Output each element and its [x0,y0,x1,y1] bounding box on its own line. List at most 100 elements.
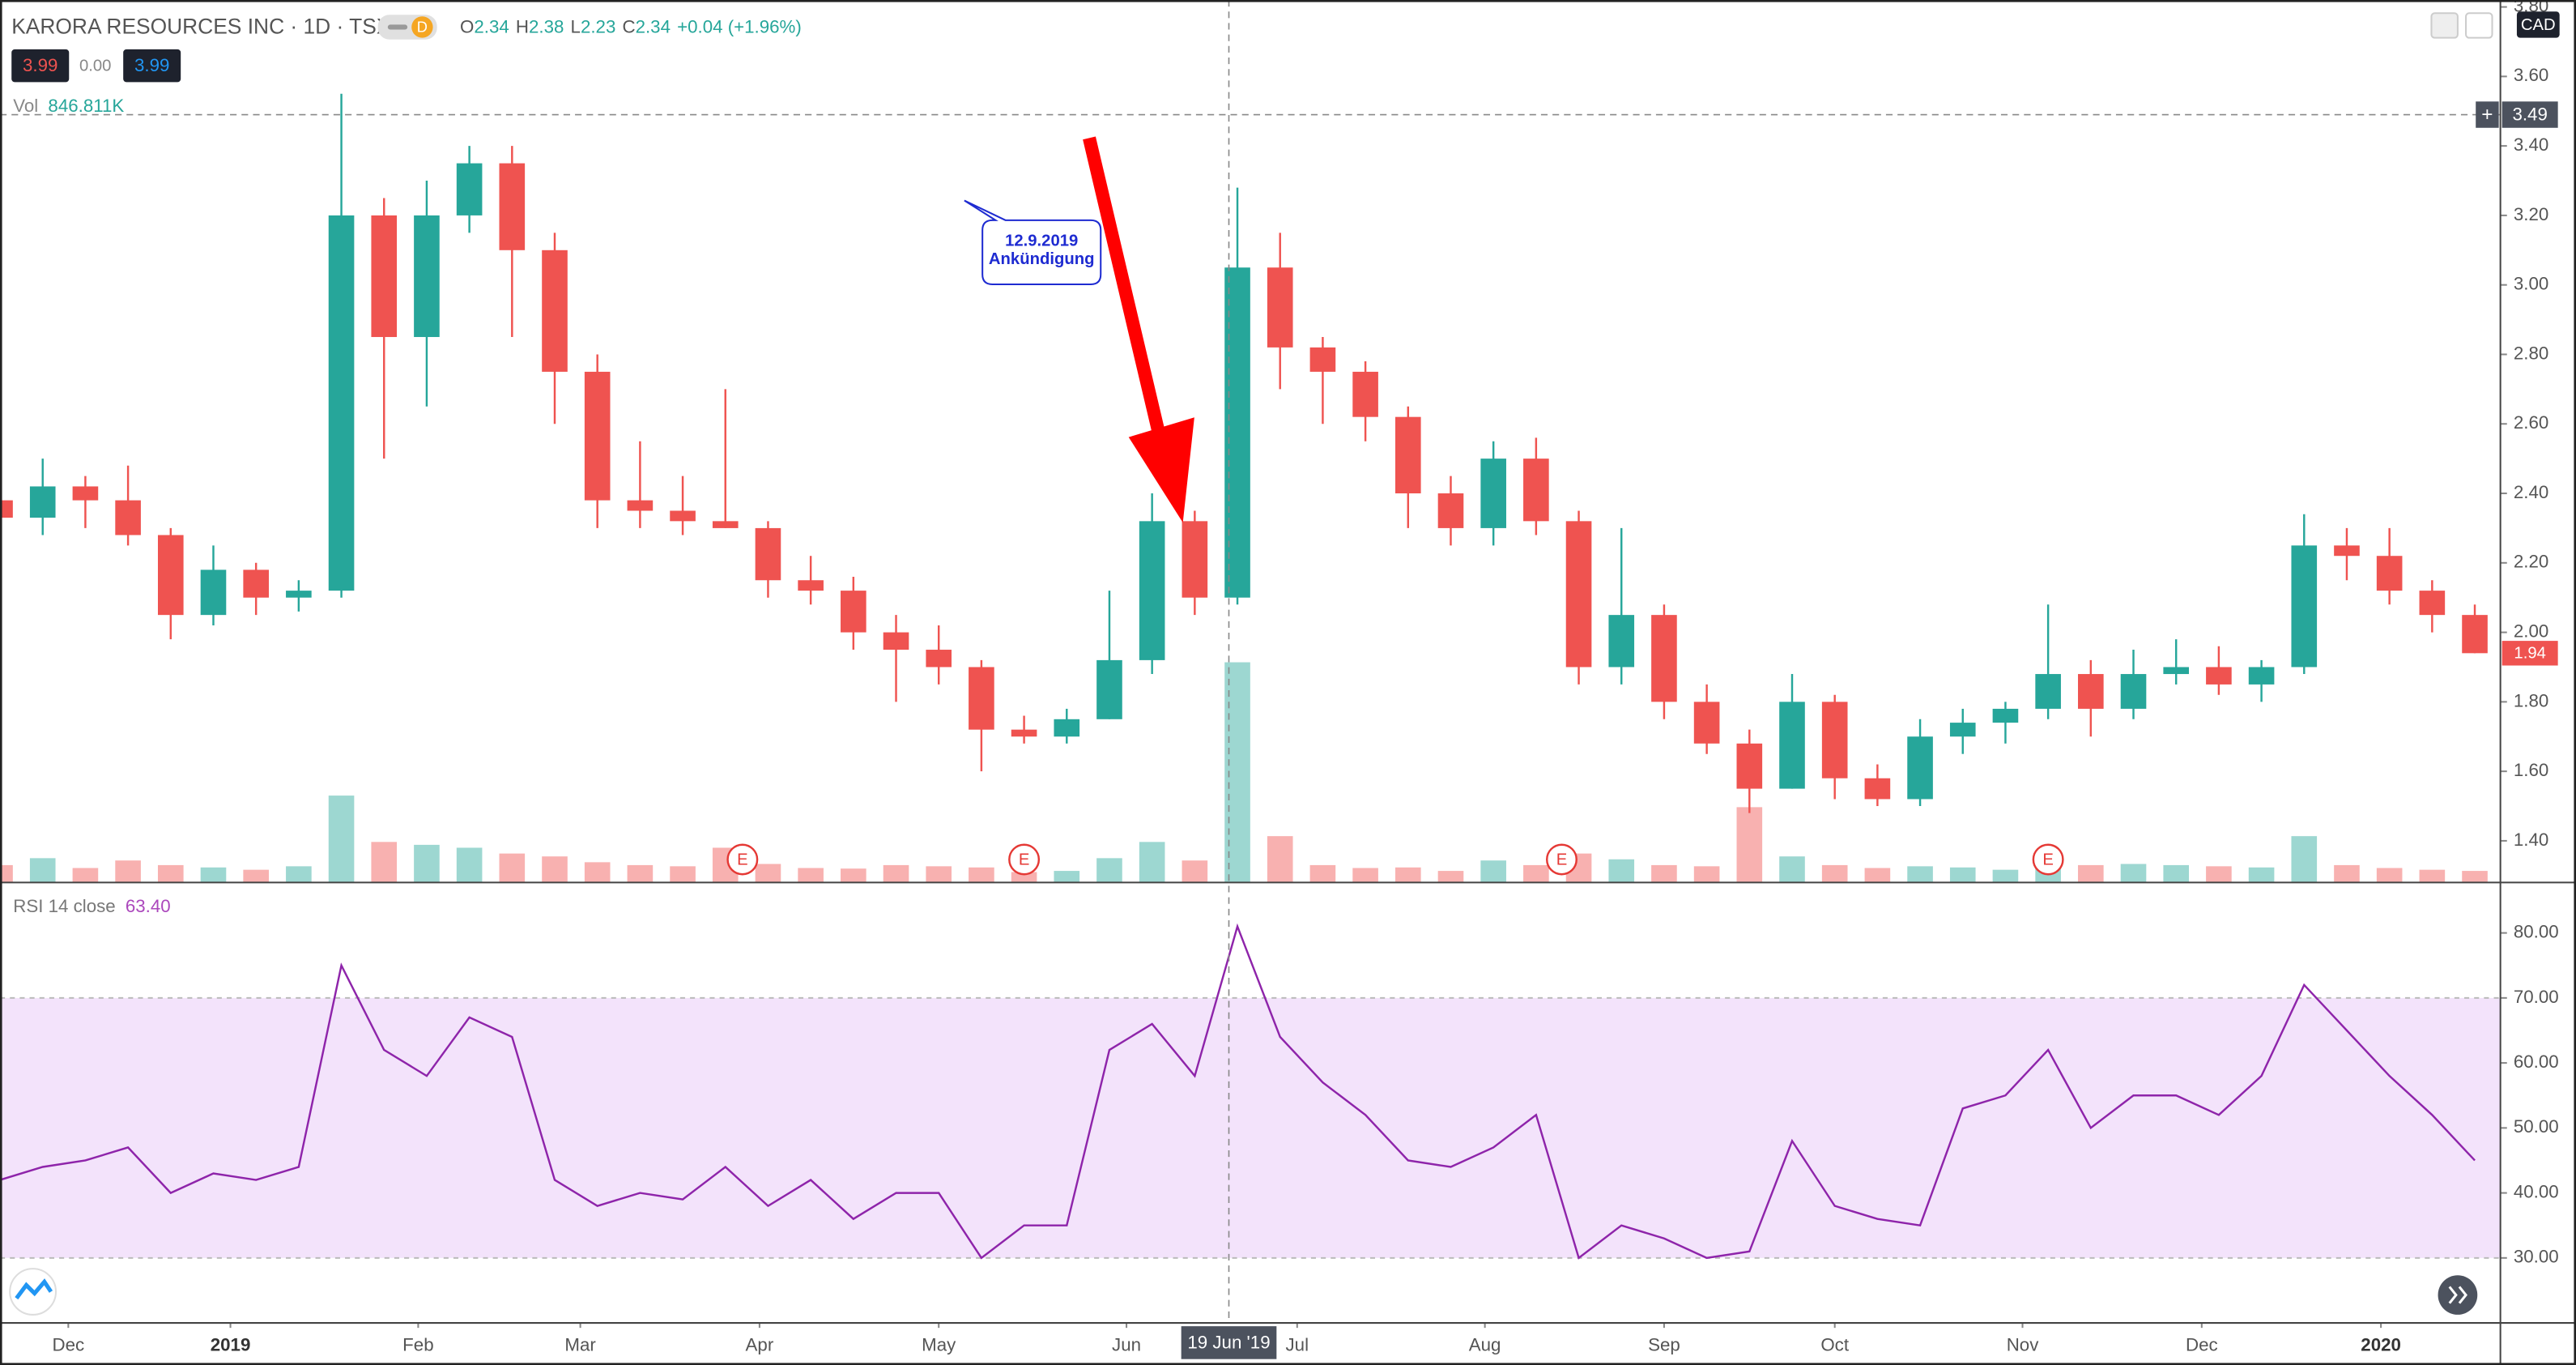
volume-bar [1821,864,1848,883]
candle-body [243,569,269,598]
crosshair-add-icon: + [2481,104,2493,126]
earnings-label: E [2042,851,2054,868]
candle-body [499,163,526,250]
volume-bar [1352,868,1378,883]
volume-legend-value: 846.811K [48,96,124,116]
candle-body [200,569,227,616]
y-tick-label: 3.00 [2514,274,2548,294]
volume-bar [499,853,526,883]
pane-button[interactable] [2465,12,2493,39]
volume-bar [2120,864,2147,883]
earnings-marker [1008,843,1041,876]
crosshair-price-box [2501,101,2558,128]
volume-bar [2163,864,2190,883]
candle-body [627,500,654,511]
rsi-tick-label: 50.00 [2514,1116,2559,1137]
candle-body [414,215,440,338]
x-tick-label: Dec [2186,1334,2218,1354]
volume-bar [157,864,184,883]
candle-body [1182,521,1208,598]
crosshair-add [2476,101,2499,128]
volume-bar [0,864,13,883]
volume-bar [1608,859,1635,883]
pane-button[interactable] [2430,12,2459,39]
volume-bar [2419,869,2446,883]
candle-body [883,632,909,651]
c-label: C [622,16,635,36]
bid-box[interactable] [11,49,70,83]
volume-bar [200,867,227,883]
candle-body [1480,459,1506,528]
symbol-title: KARORA RESOURCES INC · 1D · TSX [11,14,391,38]
candle-body [1267,267,1293,348]
volume-bar [1864,868,1891,883]
volume-bar [584,862,611,883]
last-price-box [2501,641,2558,666]
currency-box[interactable] [2516,11,2560,38]
volume-bar [1309,864,1336,883]
volume-bar [1907,866,1933,883]
scroll-icon [2448,1286,2467,1304]
y-tick-label: 1.40 [2514,830,2548,850]
volume-bar [243,869,269,883]
interval-badge-text: D [417,18,428,35]
candle-body [371,215,398,338]
volume-bar [286,866,312,883]
spread: 0.00 [79,58,111,75]
x-tick-label: Jun [1112,1334,1141,1354]
volume-bar [542,856,568,883]
candle-body [115,500,141,535]
candle-body [29,486,56,518]
earnings-label: E [1556,851,1568,868]
volume-bar [926,866,952,883]
interval-badge [411,16,433,38]
candle-body [584,371,611,501]
volume-legend-name: Vol [13,96,38,116]
currency: CAD [2521,16,2556,34]
badge-icon [387,24,408,30]
volume-bar [1139,842,1165,883]
x-tick-label: Apr [746,1334,774,1354]
rsi-tick-label: 40.00 [2514,1181,2559,1201]
y-tick-label: 2.20 [2514,552,2548,572]
rsi-tick-label: 60.00 [2514,1051,2559,1072]
candle-body [1864,778,1891,800]
ask-box[interactable] [123,49,181,83]
rsi-tick-label: 70.00 [2514,987,2559,1007]
volume-bar [1437,871,1464,883]
volume-bar [969,867,994,883]
candle-body [798,580,824,591]
candle-body [2120,674,2147,709]
l-label: L [571,16,581,36]
crosshair-date: 19 Jun '19 [1187,1332,1270,1352]
change-value: +0.04 (+1.96%) [677,16,802,36]
candle-body [841,591,866,633]
annotation-box [964,199,1102,285]
crosshair-date-box [1181,1326,1277,1359]
scroll-button[interactable] [2438,1275,2478,1315]
y-tick-label: 1.80 [2514,690,2548,710]
candle-body [1651,615,1677,702]
candle-body [1523,459,1549,522]
candle-body [1907,736,1933,800]
candle-body [1352,371,1378,417]
volume-bar [371,842,398,883]
volume-bar [1096,858,1122,883]
volume-bar [841,868,866,883]
x-tick-label: 2019 [211,1334,251,1354]
arrow-shaft [1083,136,1165,433]
candle-body [456,163,483,215]
open-value: 2.34 [474,16,509,36]
candle-body [969,667,994,730]
volume-bar [2078,864,2104,883]
candle-body [72,486,99,501]
candle-body [2078,674,2104,709]
candle-body [712,521,739,528]
candle-body [286,591,312,598]
candle-body [0,500,13,518]
volume-bar [1992,869,2019,883]
